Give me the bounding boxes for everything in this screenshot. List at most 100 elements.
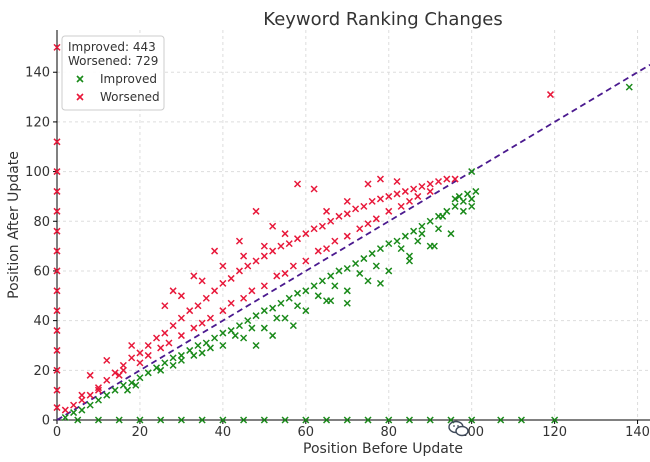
point-worsened (323, 207, 331, 215)
y-tick-label: 80 (33, 215, 50, 230)
point-improved (302, 287, 310, 295)
point-worsened (219, 307, 227, 315)
point-improved (343, 264, 351, 273)
x-tick-label: 140 (625, 425, 650, 440)
point-worsened (128, 341, 136, 350)
point-improved (70, 409, 78, 417)
point-improved (194, 341, 202, 350)
legend-label-improved: Improved (100, 72, 157, 86)
point-improved (472, 187, 480, 195)
point-worsened (356, 225, 364, 233)
point-improved (219, 341, 227, 350)
point-improved (132, 381, 140, 389)
point-worsened (426, 187, 434, 195)
point-improved (285, 294, 293, 302)
point-worsened (426, 180, 434, 188)
point-worsened (418, 182, 426, 191)
point-worsened (219, 262, 227, 270)
point-improved (418, 230, 426, 238)
point-improved (169, 354, 177, 362)
point-worsened (397, 202, 405, 210)
point-worsened (144, 351, 152, 359)
point-improved (451, 202, 459, 210)
point-worsened (53, 187, 61, 195)
point-worsened (198, 319, 206, 327)
point-worsened (285, 240, 293, 248)
y-tick-label: 60 (33, 264, 50, 279)
point-improved (410, 227, 418, 235)
point-improved (625, 83, 633, 91)
point-improved (331, 282, 339, 290)
point-improved (240, 416, 248, 424)
legend-marker-improved (76, 75, 84, 83)
legend-marker-worsened (76, 93, 84, 101)
point-worsened (281, 230, 289, 238)
point-worsened (211, 247, 219, 255)
y-tick-label: 0 (42, 414, 50, 429)
y-tick-label: 140 (25, 66, 50, 81)
legend: Improved: 443 Worsened: 729 Improved Wor… (61, 35, 165, 111)
point-worsened (227, 274, 235, 282)
point-improved (343, 299, 351, 307)
point-improved (551, 416, 559, 424)
point-improved (360, 255, 368, 263)
point-worsened (53, 138, 61, 146)
point-worsened (169, 322, 177, 330)
point-worsened (128, 354, 136, 362)
point-improved (219, 329, 227, 337)
point-improved (252, 341, 260, 350)
point-worsened (269, 247, 277, 255)
point-improved (94, 396, 102, 404)
x-tick-label: 40 (215, 425, 232, 440)
point-worsened (252, 207, 260, 215)
point-improved (451, 195, 459, 203)
point-worsened (53, 168, 61, 176)
data-points (53, 43, 633, 424)
point-worsened (260, 282, 268, 290)
point-worsened (165, 339, 173, 347)
point-improved (426, 416, 434, 424)
point-worsened (244, 262, 252, 270)
point-worsened (152, 334, 161, 342)
point-improved (302, 416, 310, 424)
y-tick-label: 120 (25, 115, 50, 130)
y-axis-label: Position After Update (6, 151, 22, 299)
point-worsened (372, 215, 380, 223)
point-worsened (103, 356, 111, 364)
point-improved (459, 207, 467, 215)
point-improved (364, 416, 372, 424)
point-worsened (86, 371, 94, 379)
point-worsened (281, 269, 289, 277)
point-worsened (53, 327, 61, 335)
point-worsened (119, 366, 127, 374)
point-worsened (401, 187, 409, 195)
point-improved (517, 416, 525, 424)
x-tick-label: 80 (380, 425, 397, 440)
point-worsened (352, 205, 360, 213)
point-worsened (368, 197, 376, 205)
point-improved (103, 391, 111, 399)
point-worsened (136, 349, 144, 357)
point-improved (468, 168, 476, 176)
point-worsened (385, 207, 393, 215)
point-worsened (314, 247, 322, 255)
reference-line (56, 64, 650, 421)
point-worsened (414, 192, 422, 200)
point-worsened (364, 220, 372, 228)
point-improved (426, 217, 434, 225)
point-worsened (161, 302, 169, 310)
point-improved (323, 416, 331, 424)
point-improved (430, 242, 438, 250)
point-improved (206, 344, 214, 352)
point-worsened (393, 190, 401, 198)
point-improved (289, 322, 297, 330)
point-improved (78, 406, 86, 414)
point-worsened (169, 287, 177, 295)
point-improved (468, 202, 476, 210)
point-worsened (289, 262, 297, 270)
point-worsened (546, 91, 555, 99)
diagonal-reference-line (56, 64, 650, 421)
point-improved (235, 322, 243, 330)
